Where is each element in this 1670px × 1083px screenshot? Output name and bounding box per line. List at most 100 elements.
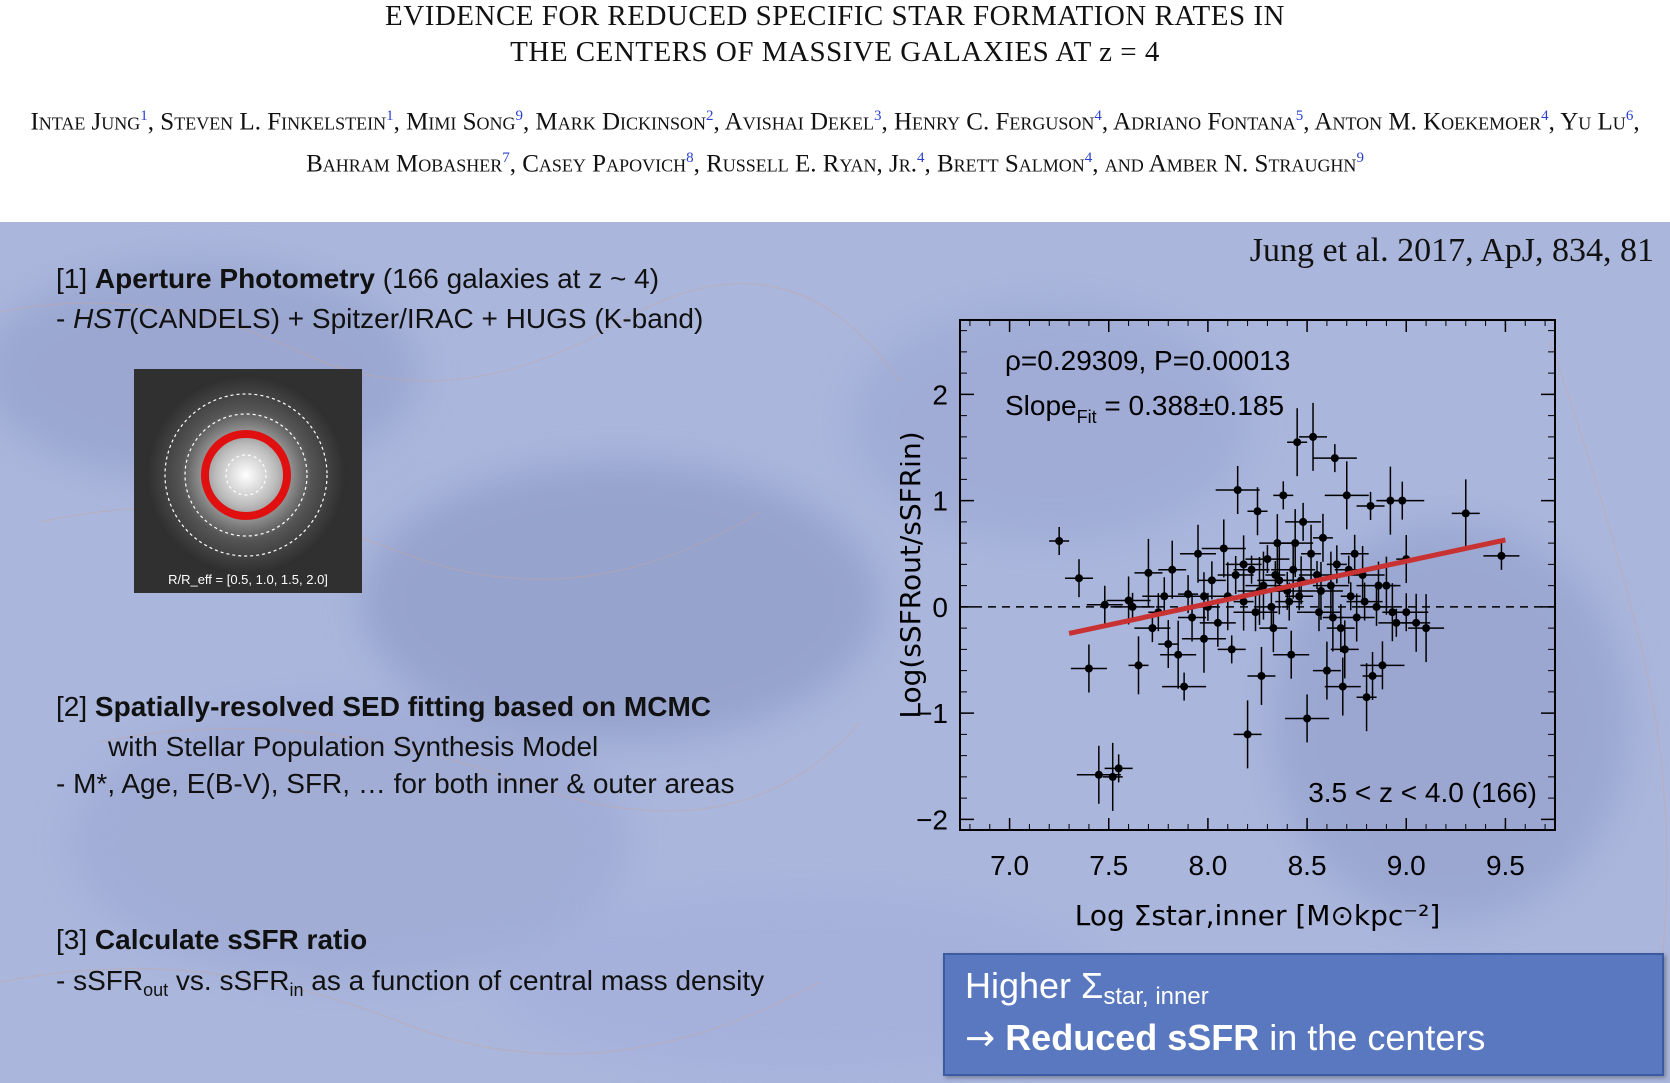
data-point [1340, 645, 1349, 654]
data-point [1251, 608, 1260, 617]
author-name: Yu Lu [1560, 108, 1626, 136]
data-point [1309, 432, 1318, 441]
data-point [1313, 571, 1321, 579]
data-point [1330, 454, 1339, 463]
x-tick-label: 7.5 [1089, 850, 1128, 881]
data-point [1239, 597, 1248, 606]
data-point [1094, 770, 1103, 779]
data-point [1199, 592, 1208, 601]
data-point [1412, 618, 1421, 627]
paper-title-line1: EVIDENCE FOR REDUCED SPECIFIC STAR FORMA… [385, 0, 1285, 32]
data-point [1219, 544, 1228, 553]
data-point [1316, 586, 1325, 595]
author-name: Mimi Song [406, 108, 516, 136]
data-point [1164, 640, 1173, 649]
data-point [1461, 509, 1470, 518]
step2-line2: with Stellar Population Synthesis Model [108, 731, 599, 762]
data-point [1307, 549, 1316, 558]
data-point [1213, 618, 1222, 627]
callout-rest: in the centers [1259, 1017, 1486, 1058]
step2-title: Spatially-resolved SED fitting based on … [94, 691, 712, 722]
y-axis-label: Log(sSFRout/sSFRin) [900, 431, 927, 718]
data-point [1293, 438, 1302, 447]
step2-number: [2] [56, 691, 88, 722]
y-tick-label: 1 [932, 486, 948, 517]
data-point [1267, 602, 1276, 611]
data-point [1295, 592, 1304, 601]
data-point [1124, 596, 1133, 605]
aperture-ring-1-0 [201, 430, 291, 520]
x-tick-label: 8.0 [1188, 850, 1227, 881]
data-point [1194, 549, 1202, 558]
author-affiliation: 1 [140, 108, 148, 124]
data-point [1378, 661, 1387, 670]
step3-title: Calculate sSFR ratio [94, 924, 368, 955]
data-point [1188, 613, 1197, 622]
data-point [1366, 501, 1375, 510]
data-point [1374, 581, 1383, 590]
data-point [1180, 682, 1189, 691]
data-point [1392, 618, 1401, 627]
step3-text-b: vs. sSFR [168, 965, 290, 996]
data-point [1247, 565, 1256, 574]
author-name: Intae Jung [30, 108, 141, 136]
author-name: Mark Dickinson [535, 108, 707, 136]
data-point [1231, 571, 1240, 579]
step1-detail-hst: HST [73, 303, 130, 334]
conclusion-callout: Higher Σstar, inner → Reduced sSFR in th… [943, 953, 1664, 1076]
author-name: Steven L. Finkelstein [160, 108, 387, 136]
data-point [1279, 491, 1288, 500]
slope-value: = 0.388±0.185 [1097, 390, 1284, 421]
author-affiliation: 8 [686, 150, 694, 167]
data-point [1497, 551, 1506, 560]
data-point [1328, 613, 1337, 622]
data-point [1326, 581, 1335, 590]
data-point [1318, 533, 1327, 542]
author-name: Avishai Dekel [724, 108, 874, 136]
data-point [1269, 624, 1278, 633]
step1-heading: [1] Aperture Photometry (166 galaxies at… [56, 263, 659, 295]
step3-sub-in: in [289, 980, 304, 1000]
data-point [1148, 624, 1157, 633]
data-point [1243, 730, 1252, 739]
data-point [1372, 602, 1381, 611]
author-affiliation: 4 [1541, 108, 1549, 124]
fit-line [1068, 537, 1506, 636]
step3-line2: - sSFRout vs. sSFRin as a function of ce… [56, 965, 764, 1001]
data-point [1263, 555, 1272, 564]
step2-heading: [2] Spatially-resolved SED fitting based… [56, 691, 711, 723]
step3-heading: [3] Calculate sSFR ratio [56, 924, 367, 956]
callout-higher-sigma: Higher Σ [965, 965, 1104, 1006]
x-tick-label: 8.5 [1288, 850, 1327, 881]
data-point [1314, 608, 1323, 617]
step3-text-a: - sSFR [56, 965, 144, 996]
author-affiliation: 9 [1356, 150, 1364, 167]
aperture-ring-2-0 [164, 393, 328, 557]
x-tick-label: 9.0 [1387, 850, 1426, 881]
data-point [1174, 650, 1183, 659]
author-affiliation: 4 [916, 150, 925, 167]
data-point [1075, 574, 1083, 583]
data-point [1352, 613, 1361, 622]
annotation-slope: SlopeFit = 0.388±0.185 [1005, 390, 1284, 427]
author-affiliation: 4 [1084, 150, 1093, 167]
author-name: Bahram Mobasher [306, 150, 503, 178]
step1-number: [1] [56, 263, 88, 294]
data-point [1253, 507, 1262, 516]
data-point [1108, 772, 1117, 781]
arrow-right-icon: → [965, 1018, 996, 1059]
data-point [1368, 671, 1377, 680]
plot-frame [959, 319, 1556, 831]
data-point [1299, 517, 1308, 526]
paper-title-line2: THE CENTERS OF MASSIVE GALAXIES AT z = 4 [510, 36, 1160, 68]
data-point [1207, 576, 1216, 585]
callout-bold: Reduced sSFR [1005, 1017, 1260, 1058]
cosmic-web-background [0, 222, 1670, 1083]
x-tick-label: 9.5 [1486, 850, 1525, 881]
y-tick-label: −1 [916, 698, 948, 729]
data-point [1350, 549, 1359, 558]
author-affiliation: 6 [1625, 108, 1634, 124]
author-name: Russell E. Ryan, Jr. [706, 150, 917, 178]
data-point [1402, 608, 1411, 617]
data-point [1199, 634, 1208, 643]
